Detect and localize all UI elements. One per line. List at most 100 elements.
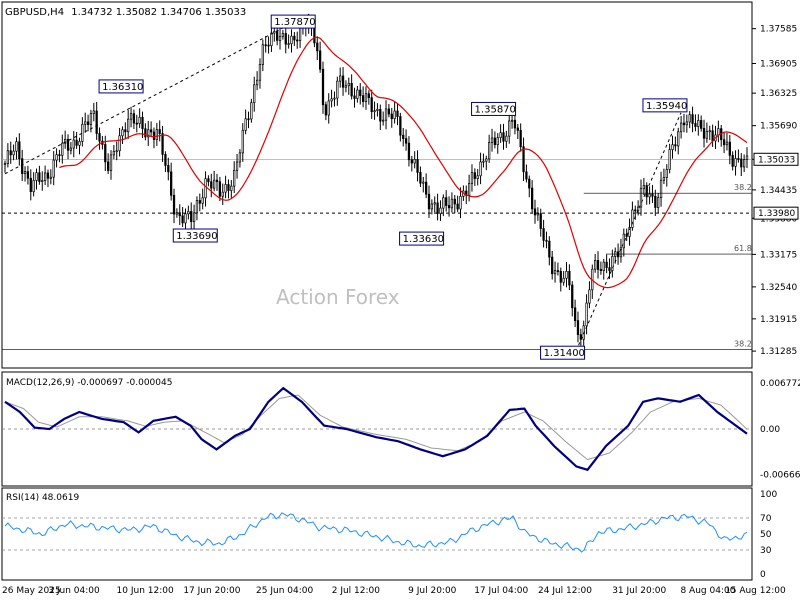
candle-body [198, 200, 201, 204]
candle-body [427, 193, 431, 210]
candle-body [244, 118, 247, 131]
candle-body [631, 209, 634, 228]
panel-frame-0 [1, 1, 753, 369]
candle-body [642, 185, 645, 190]
candle-body [287, 43, 290, 46]
candle-body [450, 198, 454, 209]
candle-body [654, 195, 657, 208]
candle-body [12, 150, 15, 156]
candle-body [172, 194, 176, 215]
candle-body [89, 113, 93, 126]
x-tick-label: 8 Aug 04:00 [680, 586, 735, 596]
candle-body [26, 171, 30, 179]
candle-body [376, 109, 379, 111]
candle-body [608, 267, 611, 271]
candle-body [210, 181, 213, 189]
candle-body [700, 120, 703, 129]
candle-body [505, 135, 508, 142]
candle-body [18, 141, 21, 160]
candle-body [127, 118, 130, 133]
candle-body [313, 26, 316, 44]
candle-body [350, 82, 353, 97]
current-price-box-label: 1.35033 [758, 155, 795, 165]
candle-body [316, 42, 319, 52]
candle-body [330, 98, 333, 102]
candle-body [184, 213, 187, 224]
candle-body [539, 213, 542, 229]
candle-body [588, 289, 591, 304]
candle-body [387, 108, 391, 115]
candle-body [207, 178, 210, 183]
candle-body [107, 161, 110, 171]
candle-body [78, 141, 81, 146]
price-tick-label: 1.31285 [760, 347, 797, 357]
candle-body [201, 197, 204, 204]
candle-body [553, 270, 557, 275]
candle-body [445, 197, 448, 206]
candle-body [204, 178, 207, 199]
candle-body [725, 141, 729, 146]
x-tick-label: 17 Jun 20:00 [183, 586, 240, 596]
candle-body [167, 165, 170, 173]
candle-body [682, 122, 686, 126]
candle-body [46, 172, 50, 179]
candle-body [499, 132, 502, 139]
candle-body [565, 271, 568, 279]
candle-body [425, 181, 428, 195]
candle-body [439, 207, 442, 214]
candle-body [740, 158, 743, 168]
candle-body [241, 129, 244, 154]
candle-body [413, 158, 416, 164]
price-tick-label: 1.37585 [760, 25, 797, 35]
candle-body [64, 139, 67, 144]
candle-body [227, 184, 230, 191]
level-callout-label: 1.31400 [544, 348, 585, 359]
candle-body [476, 175, 479, 179]
candle-body [665, 169, 668, 178]
price-tick-label: 1.36905 [760, 59, 797, 69]
level-callout-label: 1.36310 [102, 82, 143, 93]
candle-body [344, 85, 348, 88]
rising-trendline-right [578, 112, 682, 346]
x-tick-label: 26 May 2025 [2, 586, 61, 596]
candle-body [628, 227, 631, 237]
candle-body [278, 35, 282, 41]
candle-body [267, 44, 270, 47]
candle-body [32, 180, 35, 192]
candle-body [264, 44, 267, 47]
candle-body [72, 139, 75, 149]
header-symbol: GBPUSD,H4 [5, 7, 64, 18]
candle-body [69, 147, 73, 151]
candle-body [551, 256, 554, 275]
candle-body [674, 144, 677, 147]
candle-body [436, 202, 439, 214]
candle-body [238, 152, 242, 163]
level-price-box-label: 1.33980 [758, 209, 795, 219]
candle-body [528, 178, 531, 189]
candle-body [38, 172, 41, 182]
macd-tick-label: -0.006667 [760, 470, 800, 480]
candle-body [15, 141, 18, 152]
candle-body [599, 269, 603, 271]
candle-body [407, 142, 411, 161]
rsi-tick-label: 30 [760, 546, 772, 556]
rsi-tick-label: 70 [760, 514, 772, 524]
candle-body [144, 128, 147, 138]
panel-frame-2 [1, 487, 753, 581]
fib-label: 61.8 [734, 244, 752, 253]
candle-body [648, 193, 651, 198]
candle-body [270, 32, 273, 47]
candle-body [95, 110, 98, 134]
candle-body [298, 27, 302, 42]
candle-body [149, 129, 153, 133]
candle-body [694, 123, 697, 127]
symbol-ohlc-header: GBPUSD,H4 1.34732 1.35082 1.34706 1.3503… [5, 7, 246, 18]
candle-body [132, 113, 136, 124]
candle-body [416, 158, 419, 173]
candle-body [479, 161, 482, 177]
candle-body [611, 256, 614, 271]
candle-body [29, 177, 32, 192]
candle-body [347, 82, 350, 87]
candle-body [86, 121, 90, 126]
candle-body [722, 139, 726, 146]
